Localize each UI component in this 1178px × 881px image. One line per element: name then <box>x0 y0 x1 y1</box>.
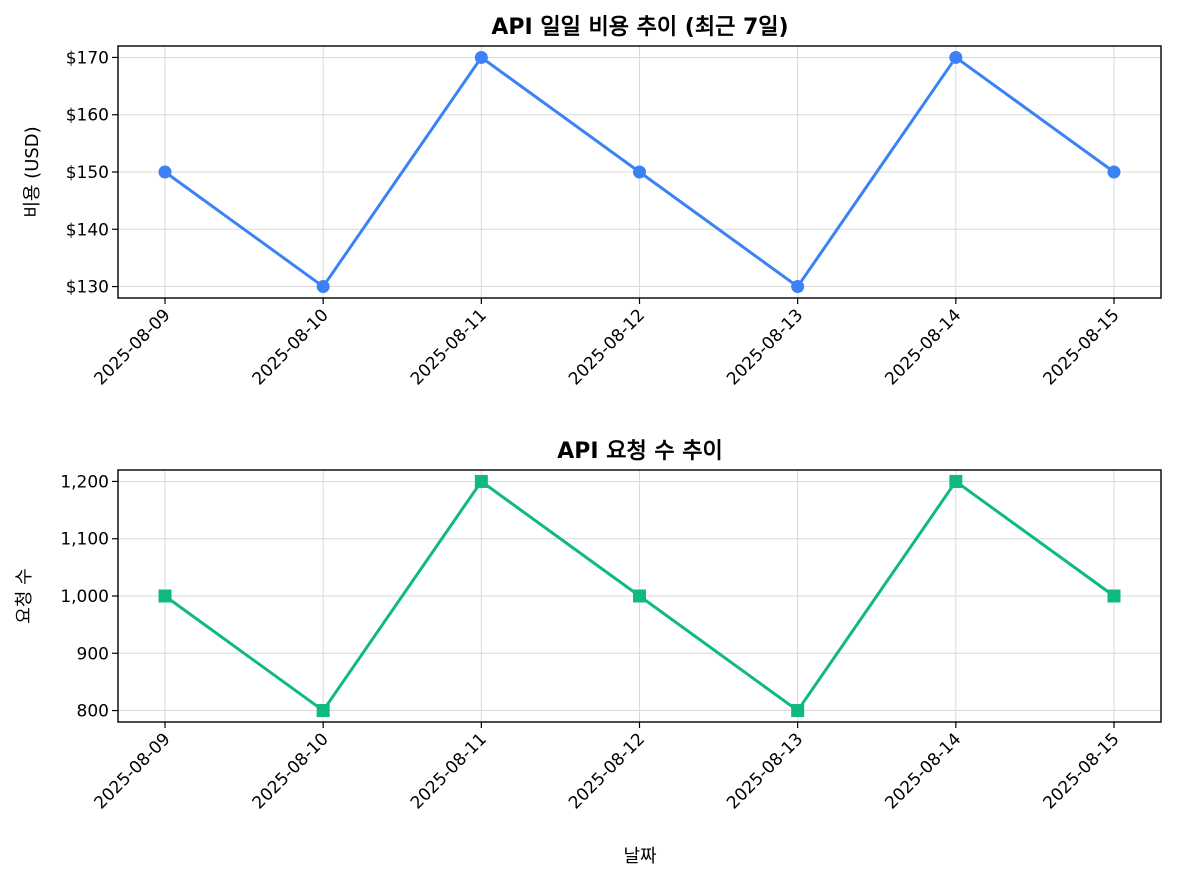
requests-chart-y-axis: 800 900 1,000 1,100 1,200 <box>60 472 118 722</box>
requests-chart-data-point <box>791 704 805 718</box>
cost-chart-title: API 일일 비용 추이 (최근 7일) <box>491 15 788 40</box>
cost-chart-series <box>158 50 1121 294</box>
requests-chart-xlabel: 날짜 <box>623 846 657 867</box>
requests-chart-series <box>158 474 1121 718</box>
cost-chart-y-tick-label: $170 <box>66 48 109 68</box>
cost-chart-data-point <box>1107 165 1121 179</box>
cost-chart-frame <box>117 45 1162 299</box>
cost-chart-x-tick-label: 2025-08-09 <box>91 305 175 389</box>
requests-chart-x-tick-label: 2025-08-11 <box>407 729 491 813</box>
cost-chart-data-point <box>633 165 646 179</box>
cost-chart-y-axis: $130 $140 $150 $160 $170 <box>66 48 118 298</box>
cost-chart-y-tick-label: $160 <box>66 106 109 126</box>
requests-chart: API 요청 수 추이 요청 수 날짜 2025-08-09 2025-08-10… <box>14 439 1162 867</box>
requests-chart-frame <box>117 469 1162 723</box>
requests-chart-data-point <box>949 474 963 488</box>
requests-chart-x-tick-label: 2025-08-14 <box>881 729 965 813</box>
requests-chart-data-point <box>316 704 330 718</box>
cost-chart-grid <box>118 46 1161 298</box>
requests-chart-data-point <box>158 589 172 603</box>
cost-chart-ylabel: 비용 (USD) <box>22 126 43 217</box>
requests-chart-y-tick-label: 900 <box>77 644 109 664</box>
requests-chart-data-point <box>633 589 646 603</box>
cost-chart-data-point <box>949 50 963 64</box>
requests-chart-ylabel: 요청 수 <box>14 568 35 623</box>
requests-chart-x-axis: 2025-08-09 2025-08-10 2025-08-11 2025-08-12… <box>91 722 1124 813</box>
cost-chart-y-tick-label: $130 <box>66 278 109 298</box>
requests-chart-x-tick-label: 2025-08-15 <box>1040 729 1124 813</box>
requests-chart-y-tick-label: 1,100 <box>60 530 109 550</box>
cost-chart-data-point <box>158 165 172 179</box>
cost-chart-y-tick-label: $150 <box>66 163 109 183</box>
cost-chart-x-tick-label: 2025-08-13 <box>723 305 807 389</box>
cost-chart-x-tick-label: 2025-08-12 <box>565 305 649 389</box>
cost-chart-x-tick-label: 2025-08-10 <box>249 305 333 389</box>
requests-chart-y-tick-label: 800 <box>77 702 109 722</box>
requests-chart-title: API 요청 수 추이 <box>557 439 723 464</box>
cost-chart-data-point <box>316 280 330 294</box>
cost-chart-data-point <box>791 280 805 294</box>
cost-chart: API 일일 비용 추이 (최근 7일) 비용 (USD) 2025-08-09… <box>22 15 1162 389</box>
cost-chart-y-tick-label: $140 <box>66 220 109 240</box>
cost-chart-x-tick-label: 2025-08-14 <box>881 305 965 389</box>
requests-chart-x-tick-label: 2025-08-13 <box>723 729 807 813</box>
requests-chart-x-tick-label: 2025-08-09 <box>91 729 175 813</box>
requests-chart-x-tick-label: 2025-08-12 <box>565 729 649 813</box>
cost-chart-x-axis: 2025-08-09 2025-08-10 2025-08-11 2025-08-12… <box>91 298 1124 389</box>
requests-chart-x-tick-label: 2025-08-10 <box>249 729 333 813</box>
cost-chart-data-point <box>474 50 488 64</box>
cost-chart-x-tick-label: 2025-08-15 <box>1040 305 1124 389</box>
requests-chart-y-tick-label: 1,000 <box>60 587 109 607</box>
cost-chart-x-tick-label: 2025-08-11 <box>407 305 491 389</box>
requests-chart-y-tick-label: 1,200 <box>60 472 109 492</box>
requests-chart-data-point <box>474 474 488 488</box>
requests-chart-data-point <box>1107 589 1121 603</box>
